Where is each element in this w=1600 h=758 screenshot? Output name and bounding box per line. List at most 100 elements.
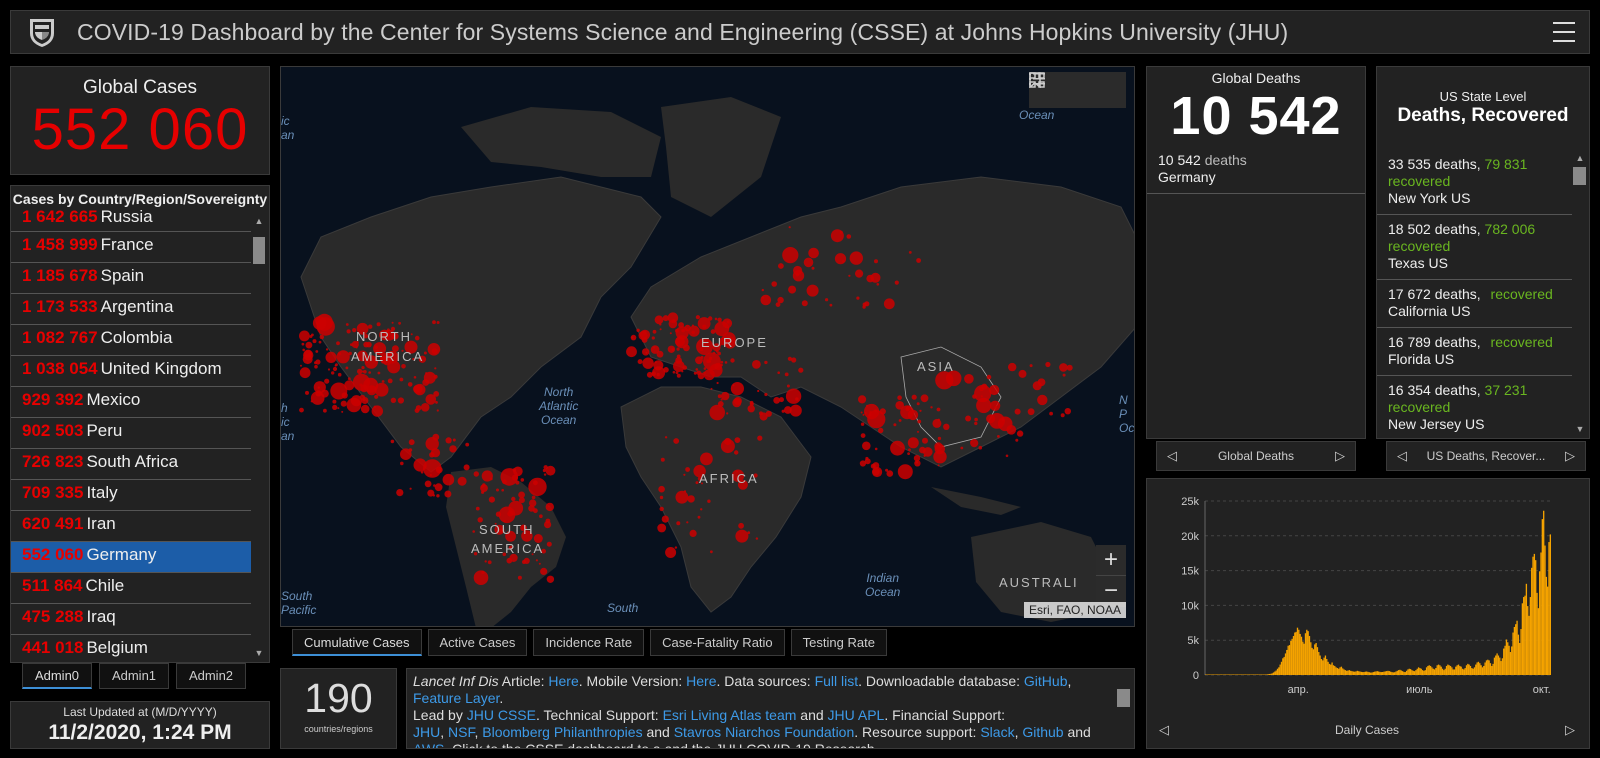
chart-bar[interactable] xyxy=(1318,652,1320,675)
chart-bar[interactable] xyxy=(1505,639,1508,676)
chart-bar[interactable] xyxy=(1371,672,1373,675)
chart-bar[interactable] xyxy=(1392,672,1394,675)
country-row[interactable]: 709 335 Italy xyxy=(11,480,251,511)
chart-bar[interactable] xyxy=(1544,545,1546,675)
next-arrow-icon[interactable]: ▷ xyxy=(1335,448,1345,463)
chart-bar[interactable] xyxy=(1219,674,1221,676)
jhu-csse-link[interactable]: JHU CSSE xyxy=(466,707,536,723)
chart-bar[interactable] xyxy=(1344,670,1347,675)
chart-bar[interactable] xyxy=(1291,638,1293,675)
chart-bar[interactable] xyxy=(1248,674,1251,676)
chart-bar[interactable] xyxy=(1220,674,1223,676)
chart-bar[interactable] xyxy=(1226,674,1228,676)
chart-bar[interactable] xyxy=(1362,672,1364,675)
prev-arrow-icon[interactable]: ◁ xyxy=(1397,448,1407,463)
chart-bar[interactable] xyxy=(1351,671,1353,675)
chart-bar[interactable] xyxy=(1206,674,1208,676)
hamburger-menu-icon[interactable] xyxy=(1553,22,1575,42)
chart-bar[interactable] xyxy=(1424,670,1426,675)
chart-bar[interactable] xyxy=(1260,674,1263,676)
chart-bar[interactable] xyxy=(1529,597,1532,675)
chart-bar[interactable] xyxy=(1489,663,1492,675)
chart-bar[interactable] xyxy=(1208,674,1211,676)
legend-list-icon[interactable] xyxy=(1029,73,1086,99)
chart-bar[interactable] xyxy=(1404,672,1406,675)
chart-bar[interactable] xyxy=(1465,665,1468,675)
chart-bar[interactable] xyxy=(1476,662,1478,675)
chart-bar[interactable] xyxy=(1492,663,1494,675)
chart-bar[interactable] xyxy=(1412,670,1414,675)
chart-bar[interactable] xyxy=(1367,671,1369,675)
chart-bar[interactable] xyxy=(1240,674,1243,676)
chart-bar[interactable] xyxy=(1467,663,1469,675)
chart-bar[interactable] xyxy=(1484,662,1486,675)
chart-bar[interactable] xyxy=(1224,674,1227,676)
chart-bar[interactable] xyxy=(1334,665,1336,675)
chart-bar[interactable] xyxy=(1326,658,1328,675)
tab-admin1[interactable]: Admin1 xyxy=(99,663,169,689)
chart-bar[interactable] xyxy=(1443,670,1445,675)
chart-bar[interactable] xyxy=(1364,671,1367,675)
us-state-item[interactable]: 33 535 deaths, 79 831 recovered New York U… xyxy=(1377,150,1572,215)
chart-bar[interactable] xyxy=(1235,674,1237,676)
us-list-scrollbar[interactable] xyxy=(1573,167,1586,185)
chart-bar[interactable] xyxy=(1368,672,1371,675)
chart-bar[interactable] xyxy=(1314,644,1316,675)
chart-bar[interactable] xyxy=(1323,657,1325,675)
chart-bar[interactable] xyxy=(1408,668,1410,675)
chart-bar[interactable] xyxy=(1509,652,1512,675)
chart-bar[interactable] xyxy=(1533,553,1536,675)
slack-link[interactable]: Slack xyxy=(980,724,1015,740)
chart-bar[interactable] xyxy=(1370,672,1372,675)
chart-bar[interactable] xyxy=(1243,674,1245,676)
chart-bar[interactable] xyxy=(1503,648,1505,675)
chart-bar[interactable] xyxy=(1335,667,1337,675)
chart-bar[interactable] xyxy=(1283,656,1285,675)
bloomberg-link[interactable]: Bloomberg Philanthropies xyxy=(482,724,643,740)
chart-bar[interactable] xyxy=(1287,645,1289,675)
chart-bar[interactable] xyxy=(1384,671,1386,675)
chart-bar[interactable] xyxy=(1238,674,1240,676)
chart-bar[interactable] xyxy=(1456,665,1458,675)
chart-bar[interactable] xyxy=(1278,667,1280,675)
github-link[interactable]: GitHub xyxy=(1023,673,1068,689)
chart-bar[interactable] xyxy=(1524,595,1526,675)
chart-bar[interactable] xyxy=(1472,668,1474,675)
chart-bar[interactable] xyxy=(1541,519,1544,675)
chart-bar[interactable] xyxy=(1523,597,1525,675)
country-row[interactable]: 552 060 Germany xyxy=(11,542,251,573)
chart-bar[interactable] xyxy=(1343,669,1345,675)
chart-bar[interactable] xyxy=(1379,671,1381,675)
chart-bar[interactable] xyxy=(1528,615,1530,675)
chart-bar[interactable] xyxy=(1433,669,1436,675)
chart-bar[interactable] xyxy=(1477,661,1480,675)
chart-bar[interactable] xyxy=(1296,627,1299,675)
chart-bar[interactable] xyxy=(1256,674,1259,676)
chart-bar[interactable] xyxy=(1251,674,1253,676)
chart-bar[interactable] xyxy=(1336,668,1339,675)
chart-bar[interactable] xyxy=(1453,669,1456,675)
chart-bar[interactable] xyxy=(1298,629,1300,675)
next-arrow-icon[interactable]: ▷ xyxy=(1565,722,1575,737)
chart-bar[interactable] xyxy=(1227,674,1229,676)
chart-bar[interactable] xyxy=(1300,636,1303,675)
chart-bar[interactable] xyxy=(1322,660,1324,675)
nsf-link[interactable]: NSF xyxy=(448,724,475,740)
chart-bar[interactable] xyxy=(1292,636,1295,675)
chart-bar[interactable] xyxy=(1479,663,1481,675)
chart-bar[interactable] xyxy=(1419,668,1421,675)
chart-bar[interactable] xyxy=(1409,669,1412,675)
chart-bar[interactable] xyxy=(1459,665,1461,675)
chart-bar[interactable] xyxy=(1400,670,1402,675)
chart-bar[interactable] xyxy=(1520,629,1522,675)
chart-bar[interactable] xyxy=(1436,665,1438,675)
chart-bar[interactable] xyxy=(1268,673,1271,675)
country-row[interactable]: 1 173 533 Argentina xyxy=(11,294,251,325)
chart-bar[interactable] xyxy=(1455,666,1457,675)
country-row[interactable]: 902 503 Peru xyxy=(11,418,251,449)
chart-bar[interactable] xyxy=(1366,671,1368,675)
chart-bar[interactable] xyxy=(1407,669,1409,675)
chart-bar[interactable] xyxy=(1537,608,1540,675)
chart-bar[interactable] xyxy=(1262,674,1264,676)
chart-bar[interactable] xyxy=(1497,655,1500,675)
